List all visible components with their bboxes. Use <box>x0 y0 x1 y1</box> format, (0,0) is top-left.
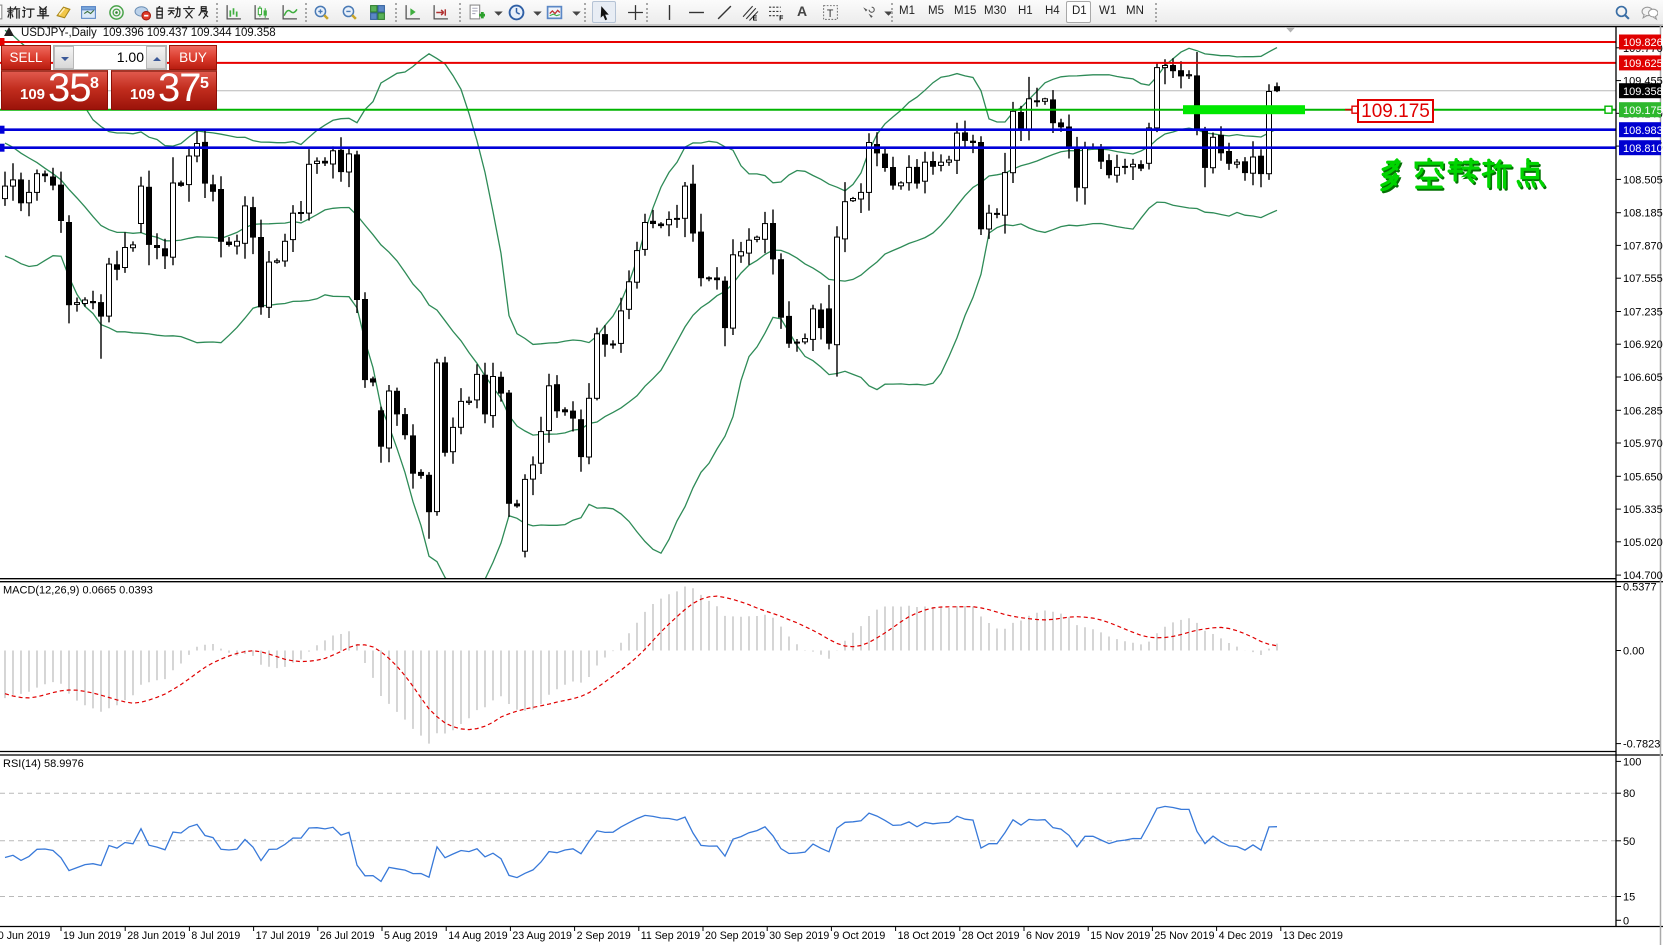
svg-text:F: F <box>779 15 783 21</box>
svg-text:T: T <box>827 8 834 20</box>
svg-text:107.870: 107.870 <box>1623 240 1663 252</box>
svg-text:11 Sep 2019: 11 Sep 2019 <box>641 930 700 942</box>
svg-text:80: 80 <box>1623 788 1635 800</box>
svg-text:108.983: 108.983 <box>1623 125 1663 137</box>
svg-text:15 Nov 2019: 15 Nov 2019 <box>1090 930 1150 942</box>
svg-text:108.810: 108.810 <box>1623 143 1663 155</box>
svg-text:8 Jul 2019: 8 Jul 2019 <box>191 930 240 942</box>
svg-text:105.020: 105.020 <box>1623 537 1663 549</box>
svg-text:109.358: 109.358 <box>1623 86 1663 98</box>
svg-text:109.175: 109.175 <box>1623 105 1663 117</box>
svg-text:4 Dec 2019: 4 Dec 2019 <box>1219 930 1273 942</box>
svg-text:0: 0 <box>1623 915 1629 927</box>
svg-text:MACD(12,26,9) 0.0665 0.0393: MACD(12,26,9) 0.0665 0.0393 <box>3 585 153 597</box>
svg-text:RSI(14) 58.9976: RSI(14) 58.9976 <box>3 758 84 770</box>
svg-text:105.650: 105.650 <box>1623 471 1663 483</box>
svg-text:13 Dec 2019: 13 Dec 2019 <box>1283 930 1343 942</box>
svg-text:0.5377: 0.5377 <box>1623 582 1657 594</box>
svg-text:106.285: 106.285 <box>1623 405 1663 417</box>
svg-text:105.335: 105.335 <box>1623 504 1663 516</box>
svg-text:106.605: 106.605 <box>1623 372 1663 384</box>
svg-text:30 Sep 2019: 30 Sep 2019 <box>769 930 829 942</box>
svg-text:109.826: 109.826 <box>1623 37 1663 49</box>
svg-text:6 Nov 2019: 6 Nov 2019 <box>1026 930 1080 942</box>
svg-text:107.555: 107.555 <box>1623 273 1663 285</box>
svg-text:23 Aug 2019: 23 Aug 2019 <box>512 930 572 942</box>
svg-text:28 Oct 2019: 28 Oct 2019 <box>962 930 1020 942</box>
svg-text:50: 50 <box>1623 836 1635 848</box>
svg-text:18 Oct 2019: 18 Oct 2019 <box>898 930 956 942</box>
svg-text:108.505: 108.505 <box>1623 174 1663 186</box>
svg-text:107.235: 107.235 <box>1623 307 1663 319</box>
svg-text:2 Sep 2019: 2 Sep 2019 <box>577 930 631 942</box>
svg-text:20 Sep 2019: 20 Sep 2019 <box>705 930 765 942</box>
svg-text:28 Jun 2019: 28 Jun 2019 <box>127 930 185 942</box>
svg-text:109.625: 109.625 <box>1623 58 1663 70</box>
svg-text:10 Jun 2019: 10 Jun 2019 <box>0 930 50 942</box>
svg-text:E: E <box>753 15 758 21</box>
svg-text:5 Aug 2019: 5 Aug 2019 <box>384 930 438 942</box>
svg-text:0.00: 0.00 <box>1623 646 1644 658</box>
svg-text:104.700: 104.700 <box>1623 570 1663 582</box>
svg-text:15: 15 <box>1623 892 1635 904</box>
svg-text:100: 100 <box>1623 756 1641 768</box>
svg-text:25 Nov 2019: 25 Nov 2019 <box>1154 930 1214 942</box>
svg-text:26 Jul 2019: 26 Jul 2019 <box>320 930 375 942</box>
svg-text:108.185: 108.185 <box>1623 208 1663 220</box>
svg-text:105.970: 105.970 <box>1623 438 1663 450</box>
svg-text:9 Oct 2019: 9 Oct 2019 <box>833 930 885 942</box>
svg-text:19 Jun 2019: 19 Jun 2019 <box>63 930 121 942</box>
svg-text:17 Jul 2019: 17 Jul 2019 <box>256 930 311 942</box>
svg-text:-0.7823: -0.7823 <box>1623 739 1660 751</box>
svg-text:106.920: 106.920 <box>1623 339 1663 351</box>
svg-text:14 Aug 2019: 14 Aug 2019 <box>448 930 508 942</box>
